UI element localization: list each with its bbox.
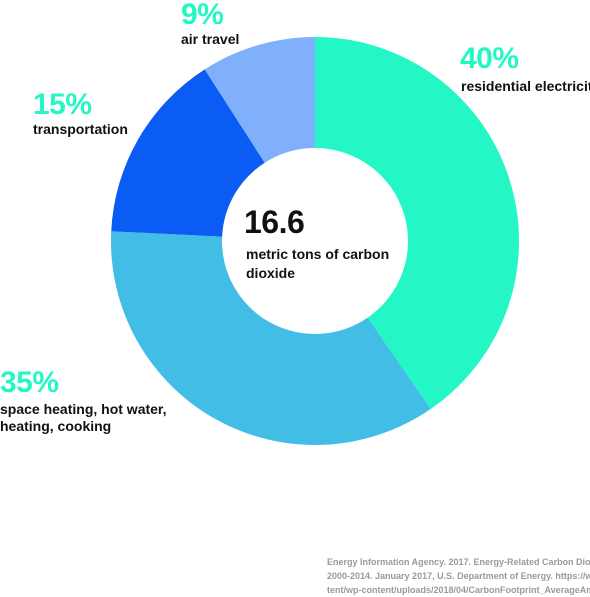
donut-slice-residential-electricity [315,37,520,410]
slice-label-transportation: transportation [33,121,128,137]
source-line: tent/wp-content/uploads/2018/04/CarbonFo… [327,585,590,595]
slice-percent-residential-electricity: 40% [460,42,519,75]
slice-label-space-heating: space heating, hot water, heating, cooki… [0,401,167,434]
slice-label-air-travel: air travel [181,31,240,47]
source-citation: Energy Information Agency. 2017. Energy-… [327,555,590,597]
donut-slice-space-heating [111,231,431,445]
slice-percent-space-heating: 35% [0,366,59,399]
donut-slice-air-travel [204,37,315,163]
total-value: 16.6 [244,204,305,240]
slice-percent-air-travel: 9% [181,0,224,31]
total-unit: metric tons of carbon dioxide [246,246,390,281]
source-line: 2000-2014. January 2017, U.S. Department… [327,571,590,581]
slice-percent-transportation: 15% [33,88,92,121]
source-line: Energy Information Agency. 2017. Energy-… [327,557,590,567]
slice-label-residential-electricity: residential electricity [461,78,590,94]
donut-slice-transportation [111,69,265,237]
